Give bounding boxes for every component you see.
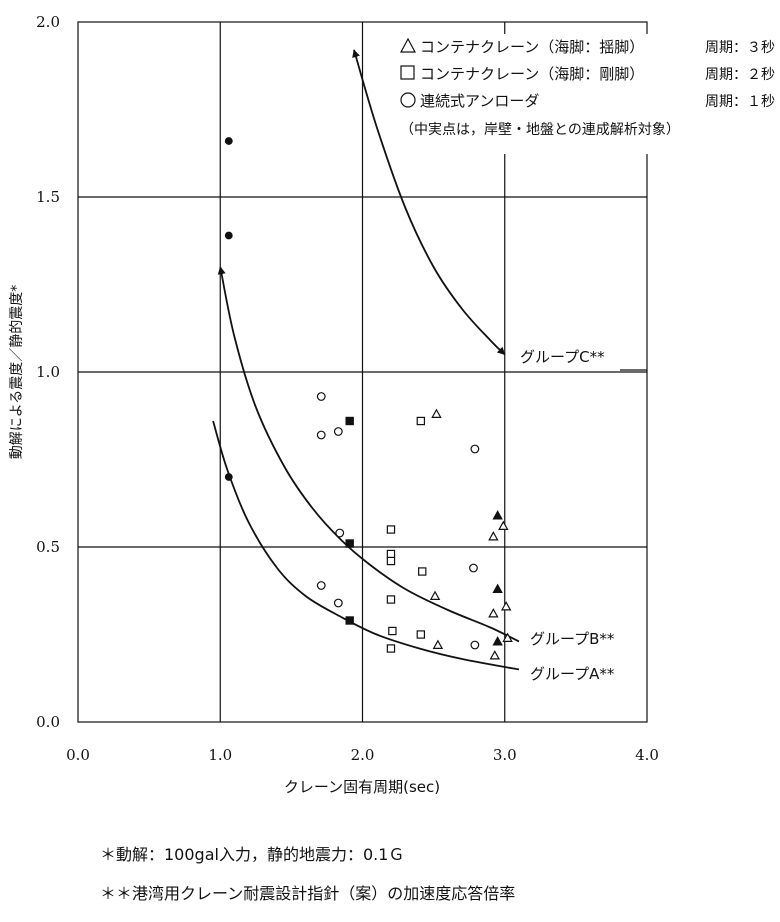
point-triangle — [492, 636, 503, 646]
legend: コンテナクレーン（海脚：揺脚） 周期：３秒 コンテナクレーン（海脚：剛脚） 周期… — [394, 34, 779, 154]
point-triangle — [431, 408, 442, 418]
point-square — [345, 416, 354, 426]
point-square — [386, 644, 396, 653]
legend-circle-icon — [400, 92, 416, 108]
point-square — [345, 616, 354, 625]
point-square — [386, 595, 396, 604]
point-square — [386, 556, 396, 566]
point-triangle — [489, 650, 501, 660]
x-tick-label: 3.0 — [493, 746, 517, 764]
point-circle — [224, 231, 233, 240]
legend-label-2: コンテナクレーン（海脚：剛脚） — [420, 65, 644, 83]
legend-period-3: 周期：１秒 — [705, 94, 775, 110]
point-triangle — [498, 520, 509, 530]
y-tick-label: 0.5 — [36, 538, 60, 556]
y-tick-label: 1.5 — [36, 188, 60, 206]
point-triangle — [502, 632, 513, 642]
point-circle — [469, 563, 478, 573]
y-tick-label: 2.0 — [36, 13, 60, 31]
x-tick-label: 4.0 — [635, 746, 659, 764]
footnote-2: ＊＊港湾用クレーン耐震設計指針（案）の加速度応答倍率 — [100, 884, 516, 903]
point-square — [416, 630, 426, 639]
curve-group-1 — [217, 266, 520, 643]
point-triangle — [492, 583, 503, 593]
group-curves: グループC** グループB** グループA** — [212, 49, 647, 683]
y-axis-label: 動解による震度／静的震度* — [9, 285, 25, 460]
point-square — [416, 416, 426, 426]
point-circle — [470, 640, 480, 650]
point-square — [386, 525, 396, 534]
legend-period-2: 周期：２秒 — [705, 67, 775, 83]
y-tick-label: 1.0 — [36, 363, 60, 381]
point-circle — [316, 392, 326, 401]
legend-square-icon — [400, 65, 415, 80]
point-triangle — [429, 590, 441, 600]
point-square — [386, 549, 396, 559]
x-tick-label: 1.0 — [208, 746, 232, 764]
data-points — [224, 137, 513, 660]
point-square — [418, 567, 427, 576]
legend-triangle-icon — [399, 37, 417, 53]
curve-group-0 — [352, 49, 506, 356]
point-circle — [333, 427, 343, 436]
point-triangle — [432, 639, 444, 649]
tick-labels: 0.0 1.0 2.0 3.0 4.0 0.0 0.5 1.0 1.5 2.0 — [36, 13, 659, 764]
curve-label-2: グループA** — [530, 665, 615, 683]
y-tick-label: 0.0 — [36, 713, 60, 731]
x-tick-label: 2.0 — [351, 746, 375, 764]
point-circle — [335, 528, 345, 538]
point-circle — [470, 444, 480, 454]
point-circle — [333, 598, 343, 608]
point-square — [345, 539, 354, 548]
point-triangle — [488, 608, 499, 618]
x-axis-label: クレーン固有周期(sec) — [284, 778, 440, 796]
curve-group-2 — [212, 420, 520, 671]
curve-label-0: グループC** — [520, 348, 605, 366]
legend-note: （中実点は，岸壁・地盤との連成解析対象） — [400, 122, 680, 138]
point-square — [388, 626, 397, 636]
point-triangle — [488, 531, 499, 541]
footnote-1: ＊動解：100gal入力，静的地震力：0.1Ｇ — [100, 845, 405, 864]
point-triangle — [500, 601, 512, 611]
x-tick-label: 0.0 — [66, 746, 90, 764]
legend-label-3: 連続式アンローダ — [420, 92, 539, 110]
point-circle — [224, 473, 233, 481]
legend-period-1: 周期：３秒 — [705, 40, 775, 56]
point-triangle — [492, 510, 503, 520]
point-circle — [316, 430, 326, 440]
point-circle — [316, 581, 326, 590]
point-circle — [224, 137, 233, 145]
curve-label-1: グループB** — [530, 630, 615, 648]
legend-label-1: コンテナクレーン（海脚：揺脚） — [420, 38, 644, 56]
